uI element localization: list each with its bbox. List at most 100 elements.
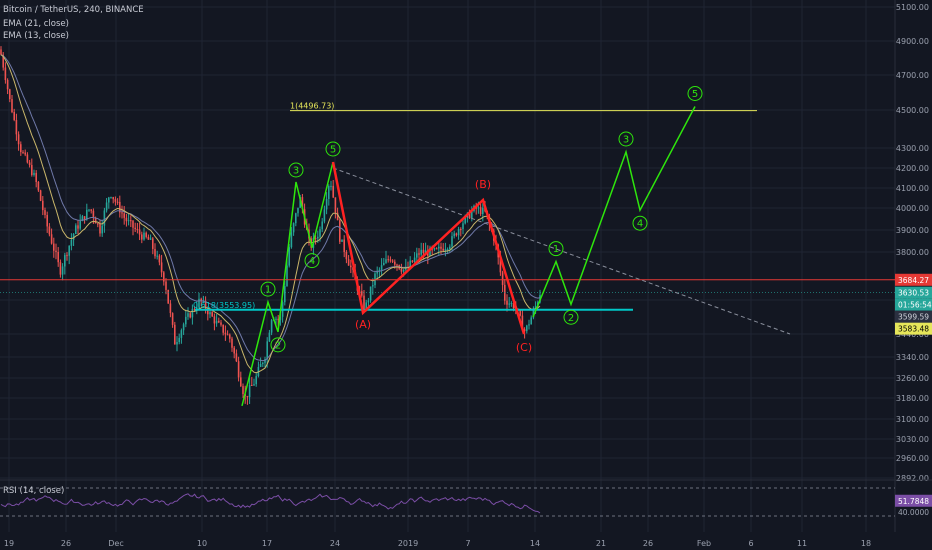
candle-body — [468, 212, 471, 219]
candle-body — [189, 313, 191, 318]
rsi-level-label: 40.0000 — [898, 508, 929, 517]
candle-body — [248, 385, 251, 398]
candle-body — [200, 298, 202, 301]
candle-body — [299, 197, 301, 208]
candle-body — [191, 308, 194, 318]
candle-body — [385, 259, 387, 263]
candle-body — [396, 264, 398, 266]
candle-body — [290, 232, 293, 248]
price-tag-countdown: 01:56:54 — [898, 301, 932, 310]
price-tags: 3684.27 3630.53 01:56:54 3599.59 3583.48 — [895, 273, 932, 335]
correction-label-3: (C) — [516, 341, 532, 354]
price-tag-ema: 3599.59 — [898, 313, 929, 322]
price-tag-bg — [895, 310, 932, 323]
price-tick-label: 3180.00 — [896, 394, 929, 403]
wave-label-4: 4 — [304, 253, 320, 269]
candle-body — [2, 54, 4, 68]
candle-body — [198, 298, 200, 308]
candle-body — [141, 234, 143, 240]
candle-body — [182, 324, 185, 331]
candle-body — [37, 181, 40, 191]
candle-body — [88, 209, 90, 211]
candle-body — [255, 376, 257, 385]
candle-body — [279, 316, 282, 321]
candle-body — [460, 228, 462, 230]
candle-body — [213, 316, 216, 324]
candle-body — [378, 269, 381, 272]
candle-body — [235, 353, 238, 362]
wave-label-3: 3 — [288, 162, 304, 178]
price-tick-label: 3030.00 — [896, 435, 929, 444]
candle-body — [275, 318, 277, 320]
wave-label-text: 4 — [637, 219, 643, 230]
candle-body — [297, 207, 299, 214]
candle-body — [336, 212, 339, 221]
candle-body — [92, 210, 95, 218]
rsi-legend: RSI (14, close) — [3, 486, 65, 496]
rsi-pane: 51.7848 40.0000 — [0, 487, 932, 517]
candle-body — [440, 246, 442, 249]
candle-body — [147, 236, 150, 240]
candle-body — [286, 265, 288, 287]
candle-body — [6, 80, 9, 90]
rsi-current-label: 51.7848 — [898, 497, 929, 506]
time-tick-label: 10 — [197, 539, 207, 548]
candle-body — [519, 310, 521, 316]
projected-wave-line — [532, 106, 696, 318]
candle-body — [160, 262, 163, 273]
price-tick-label: 3100.00 — [896, 415, 929, 424]
time-tick-label: 26 — [643, 539, 653, 548]
ema13-legend: EMA (13, close) — [3, 31, 69, 41]
time-tick-label: 21 — [596, 539, 606, 548]
price-tag-bg — [895, 298, 932, 311]
candle-body — [506, 300, 508, 305]
candle-body — [123, 213, 125, 218]
wave-label-text: 5 — [330, 145, 336, 156]
candle-body — [332, 185, 334, 198]
wave-label-text: 2 — [275, 340, 281, 351]
candle-body — [457, 228, 460, 236]
candle-body — [101, 225, 103, 234]
candle-body — [391, 260, 394, 262]
candle-body — [301, 197, 304, 210]
projected-wave-label-3: 3 — [618, 131, 634, 147]
candle-body — [48, 226, 51, 235]
projected-wave-label-4: 4 — [632, 215, 648, 231]
candle-body — [510, 303, 513, 305]
candle-body — [180, 330, 183, 338]
wave-label-text: 1 — [553, 244, 559, 255]
candle-body — [372, 285, 374, 287]
candle-body — [266, 341, 268, 360]
candle-body — [77, 225, 79, 229]
candle-body — [152, 238, 154, 249]
candle-body — [209, 312, 211, 315]
candle-body — [24, 152, 26, 155]
price-tick-label: 4900.00 — [896, 37, 929, 46]
candle-body — [26, 154, 29, 163]
time-tick-label: 18 — [861, 539, 871, 548]
candle-body — [187, 313, 189, 317]
candle-body — [477, 207, 480, 209]
time-tick-label: Dec — [108, 539, 123, 548]
wave-label-circle — [270, 337, 286, 353]
candle-body — [90, 209, 92, 211]
candle-body — [224, 332, 227, 335]
candle-body — [68, 245, 70, 256]
price-tick-label: 3900.00 — [896, 226, 929, 235]
candle-body — [295, 213, 297, 224]
candle-body — [59, 262, 62, 275]
candle-body — [389, 259, 392, 261]
candle-body — [323, 209, 326, 222]
candle-body — [251, 385, 253, 387]
candle-body — [158, 255, 161, 263]
ema21-line — [0, 54, 541, 362]
candle-body — [79, 220, 81, 229]
candle-body — [242, 386, 244, 395]
candle-body — [347, 259, 350, 266]
candle-body — [334, 197, 337, 213]
wave-label-circle — [548, 241, 564, 257]
wave-label-circle — [563, 309, 579, 325]
candle-body — [262, 362, 264, 365]
candle-body — [317, 236, 319, 239]
